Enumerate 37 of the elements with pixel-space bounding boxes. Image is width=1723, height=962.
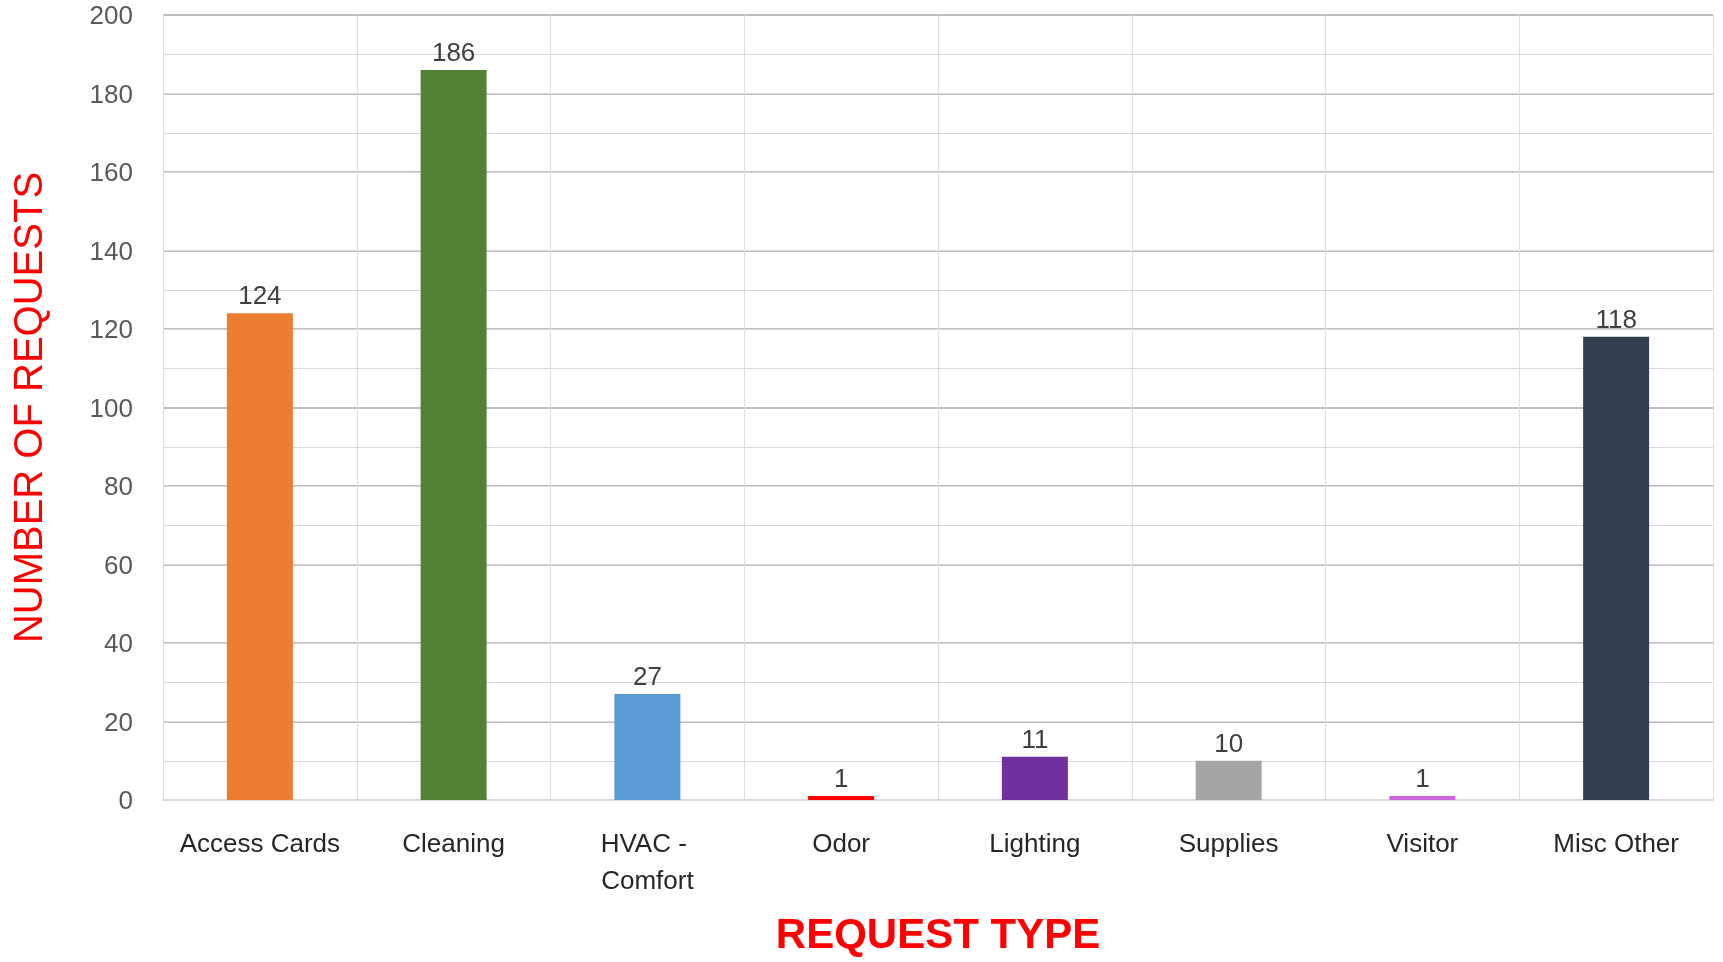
y-tick-label: 160	[89, 157, 133, 187]
y-tick-label: 20	[104, 706, 133, 737]
bar	[420, 69, 487, 800]
y-tick-label: 0	[118, 785, 133, 815]
data-label: 11	[1021, 723, 1049, 754]
y-tick-label: 200	[89, 0, 133, 30]
bar	[1583, 336, 1650, 800]
y-tick-label: 80	[104, 471, 133, 501]
y-tick-label: 60	[104, 549, 133, 580]
bar	[808, 796, 875, 800]
y-tick-label: 40	[104, 628, 133, 658]
x-tick-label: Cleaning	[402, 827, 505, 858]
x-tick-label: Lighting	[989, 827, 1081, 858]
data-label: 118	[1595, 303, 1637, 334]
bar	[1195, 760, 1262, 800]
data-label: 10	[1214, 727, 1244, 758]
bar	[226, 313, 293, 800]
data-label: 186	[431, 36, 476, 67]
x-tick-label: Supplies	[1178, 827, 1279, 858]
y-tick-label: 100	[89, 392, 133, 423]
data-label: 27	[632, 661, 662, 692]
bar	[614, 694, 681, 800]
y-tick-label: 120	[89, 314, 133, 344]
data-label: 1	[1415, 763, 1430, 794]
y-tick-label: 180	[89, 78, 133, 109]
y-tick-label: 140	[89, 235, 133, 266]
x-tick-label: HVAC - Comfort	[600, 827, 695, 895]
bar	[1001, 756, 1068, 800]
data-label: 1	[833, 763, 849, 794]
data-label: 124	[238, 280, 282, 311]
x-tick-label: Access Cards	[179, 827, 341, 858]
x-tick-label: Visitor	[1386, 827, 1459, 858]
y-axis-title: NUMBER OF REQUESTS	[6, 171, 50, 644]
x-axis-title: REQUEST TYPE	[775, 909, 1101, 957]
x-tick-label: Misc Other	[1553, 827, 1680, 858]
x-tick-label: Odor	[812, 827, 871, 858]
bar	[1389, 796, 1456, 800]
